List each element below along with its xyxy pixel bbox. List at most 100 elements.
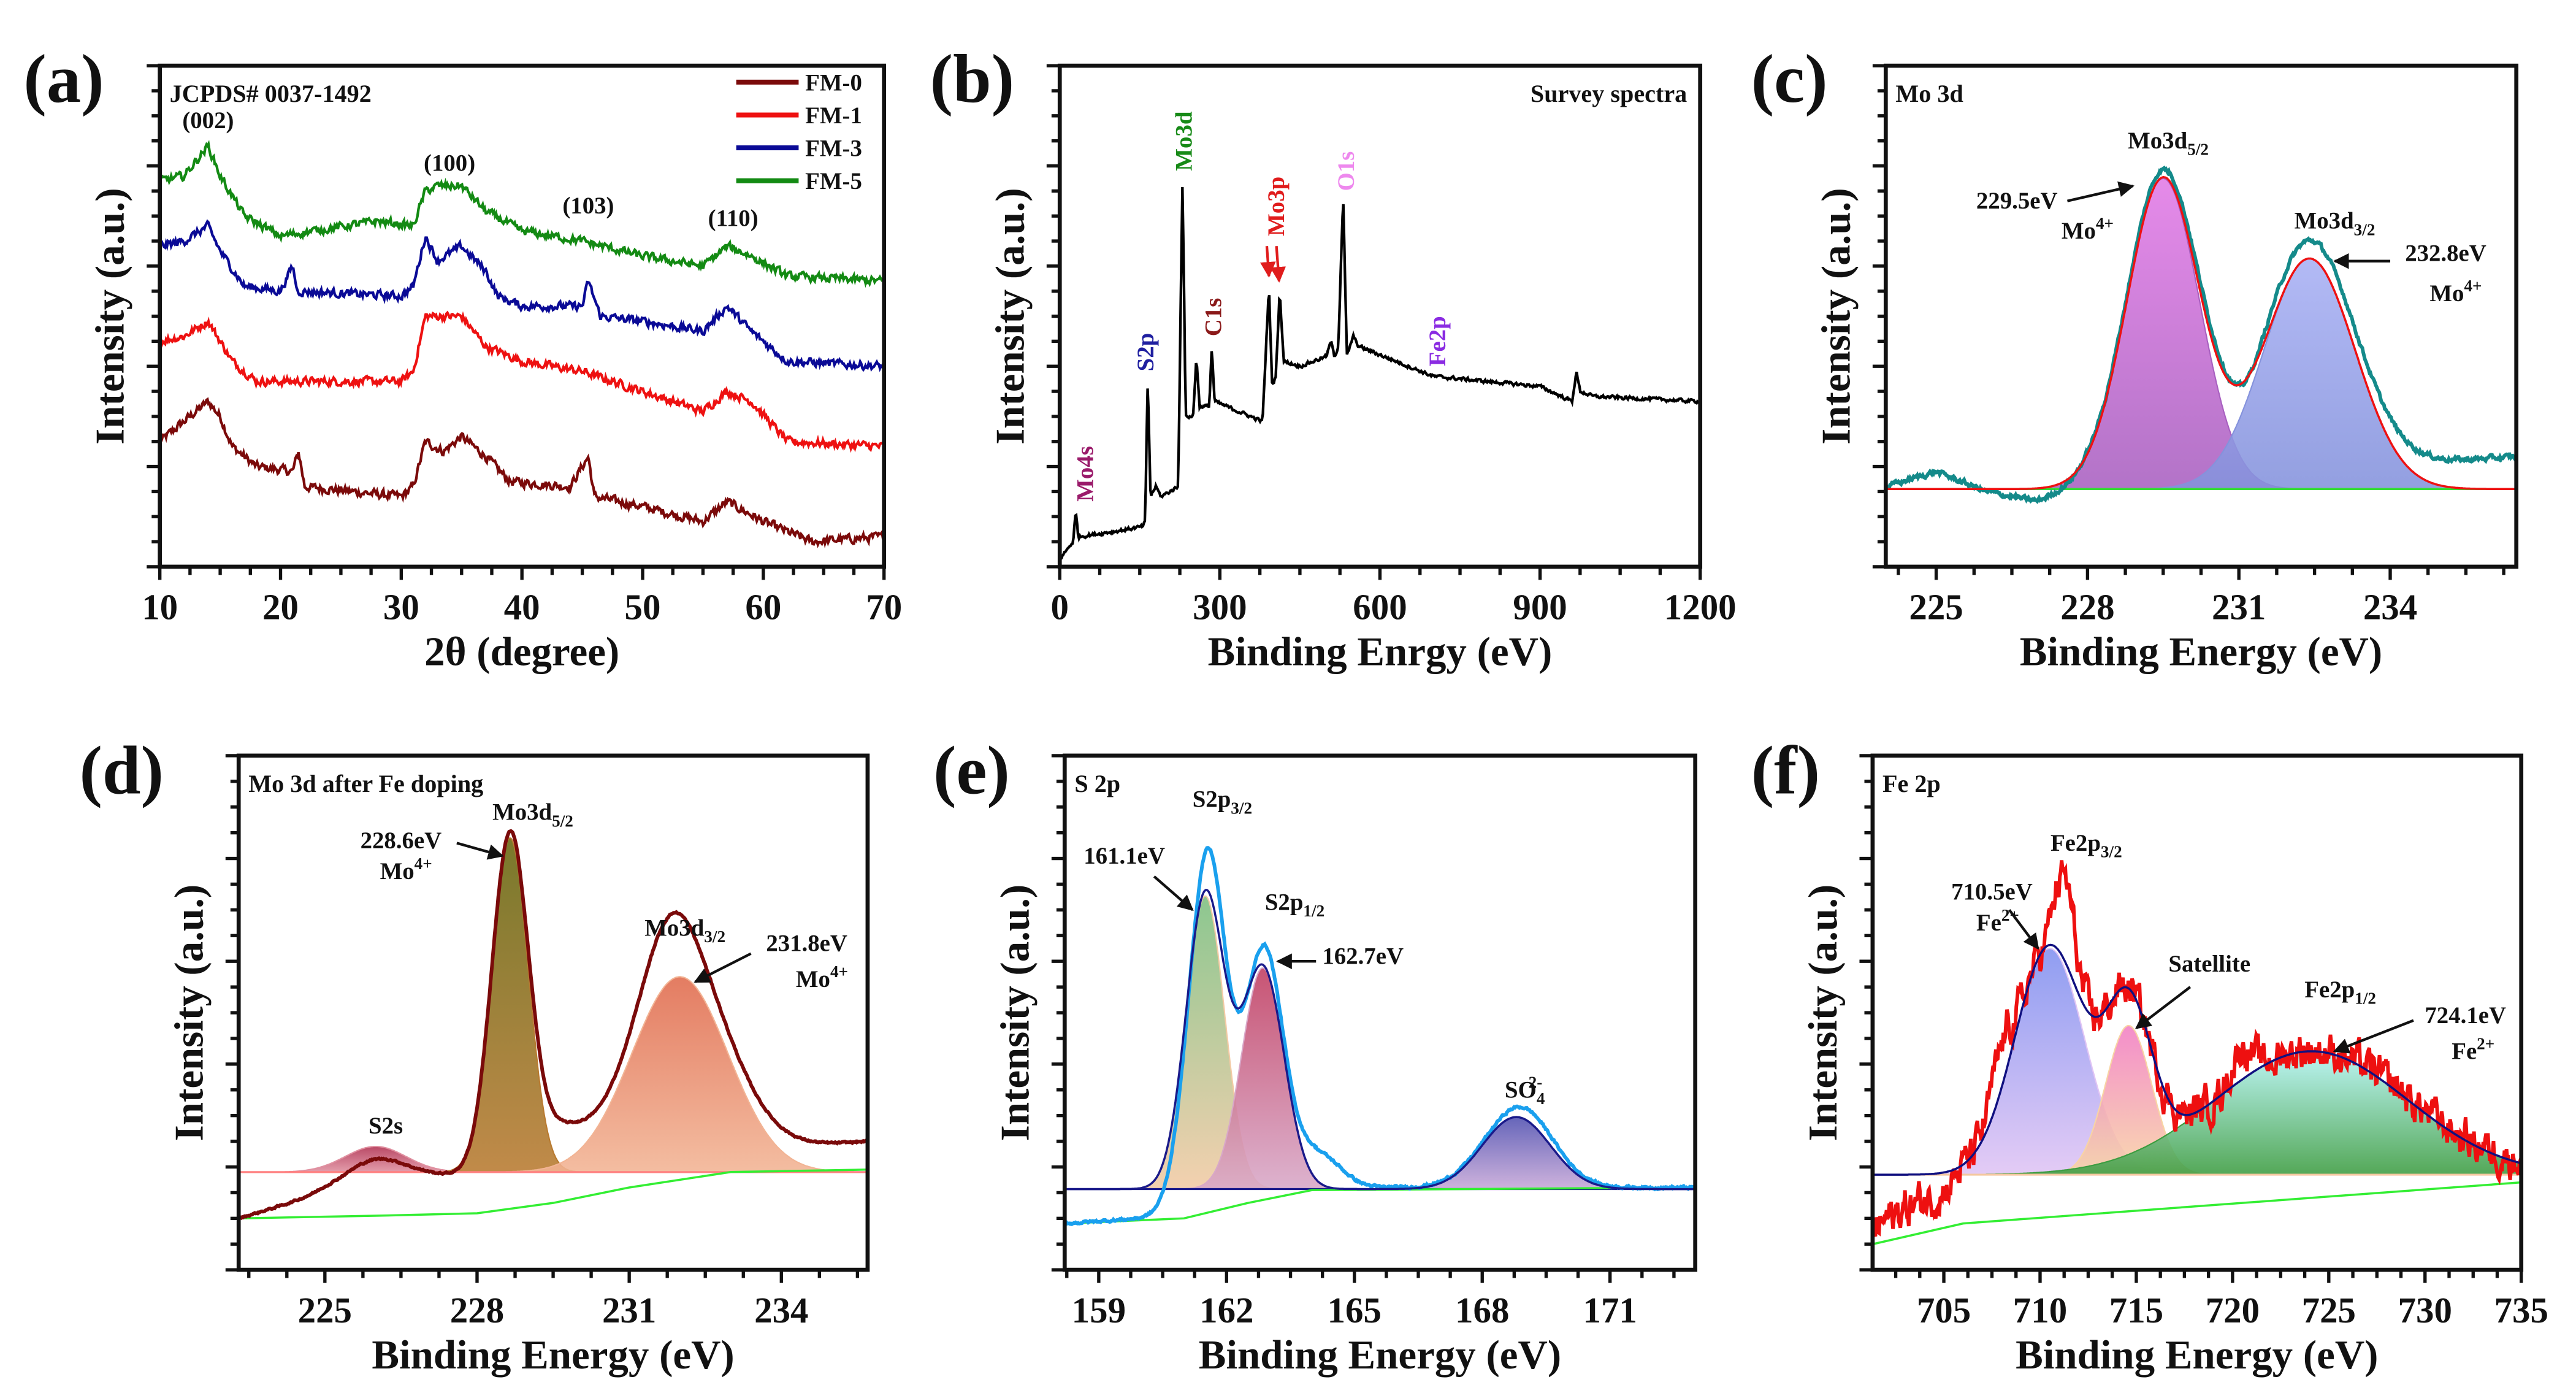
- svg-text:S2s: S2s: [369, 1113, 403, 1139]
- series-fm-0: [159, 397, 884, 548]
- annotation: SO42-: [1505, 1073, 1545, 1108]
- plot-frame: [236, 753, 870, 1272]
- chart-title: Fe 2p: [1882, 770, 1941, 797]
- component-peak: [1064, 967, 1695, 1190]
- arrow-icon: [2333, 1019, 2414, 1054]
- svg-text:162.7eV: 162.7eV: [1322, 943, 1404, 969]
- svg-text:Fe2p3/2: Fe2p3/2: [2050, 830, 2122, 861]
- raw-spectrum: [1886, 165, 2517, 504]
- plot-area: [1064, 846, 1695, 1227]
- fit-envelope: [1886, 175, 2517, 491]
- annotation: 232.8eV: [2333, 240, 2486, 269]
- x-tick-label: 231: [602, 1291, 656, 1330]
- svg-text:Satellite: Satellite: [2168, 951, 2250, 977]
- x-tick-label: 735: [2494, 1291, 2548, 1330]
- component-peak: [239, 837, 868, 1173]
- arrow-icon: [2067, 181, 2135, 202]
- panel-label: (d): [79, 733, 163, 809]
- legend-label: FM-1: [805, 102, 862, 129]
- svg-text:S2p: S2p: [1133, 333, 1159, 372]
- svg-text:232.8eV: 232.8eV: [2405, 240, 2486, 267]
- arrow-icon: [694, 952, 752, 983]
- series-fm-5: [159, 140, 884, 288]
- svg-text:Fe2+: Fe2+: [2452, 1034, 2494, 1064]
- annotation: Mo3d3/2: [644, 915, 725, 946]
- plot-frame: [1057, 63, 1703, 569]
- svg-text:Fe2p1/2: Fe2p1/2: [2304, 977, 2376, 1008]
- plot-frame: [1062, 753, 1698, 1272]
- plot-frame: [158, 63, 887, 569]
- x-tick-label: 705: [1917, 1291, 1971, 1330]
- annotation: Mo4s: [1072, 446, 1098, 502]
- panel-label: (c): [1751, 41, 1828, 117]
- annotation: 162.7eV: [1276, 943, 1404, 969]
- annotation: Fe2+: [2452, 1034, 2494, 1064]
- background-line: [239, 1169, 868, 1220]
- chart-title: JCPDS# 0037-1492: [170, 80, 372, 107]
- annotation: Mo3d3/2: [2295, 208, 2375, 239]
- annotation: Mo4+: [796, 962, 848, 992]
- annotation: Fe2p1/2: [2304, 977, 2376, 1008]
- annotation: 710.5eV: [1951, 879, 2039, 950]
- annotation: S2s: [369, 1113, 403, 1139]
- y-axis-label: Intensity (a.u.): [992, 885, 1038, 1141]
- component-peak: [239, 976, 868, 1173]
- x-axis-label: Binding Enrgy (eV): [1208, 629, 1553, 675]
- svg-text:Mo3d3/2: Mo3d3/2: [644, 915, 725, 946]
- annotation: 229.5eV: [1976, 181, 2135, 214]
- background-line: [1064, 1186, 1695, 1225]
- svg-text:Mo3d3/2: Mo3d3/2: [2295, 208, 2375, 239]
- x-tick-label: 715: [2109, 1291, 2163, 1330]
- x-tick-label: 730: [2398, 1291, 2452, 1330]
- svg-text:(110): (110): [708, 205, 759, 232]
- annotation: (110): [708, 205, 759, 232]
- arrow-icon: [1270, 246, 1286, 283]
- svg-text:Fe2p: Fe2p: [1424, 316, 1451, 366]
- x-tick-label: 171: [1583, 1291, 1637, 1330]
- x-tick-label: 162: [1199, 1291, 1253, 1330]
- x-axis-label: 2θ (degree): [424, 629, 619, 675]
- svg-text:710.5eV: 710.5eV: [1951, 879, 2033, 905]
- annotation: Mo3d: [1171, 111, 1197, 171]
- panel-e: 159 162 165 168 171 Binding Energy (eV) Intens…: [933, 733, 1698, 1378]
- panel-d: 225 228 231 234 Binding Energy (eV) Intensity…: [79, 733, 870, 1378]
- svg-text:231.8eV: 231.8eV: [766, 930, 847, 956]
- x-tick-label: 159: [1072, 1291, 1126, 1330]
- arrow-icon: [2008, 909, 2039, 950]
- svg-text:724.1eV: 724.1eV: [2425, 1002, 2506, 1029]
- raw-spectrum: [239, 829, 868, 1221]
- series-fm-3: [159, 219, 884, 372]
- legend-label: FM-5: [805, 168, 862, 194]
- svg-text:Mo4+: Mo4+: [380, 854, 432, 885]
- annotation: Mo4+: [2429, 277, 2482, 307]
- x-tick-label: 725: [2302, 1291, 2356, 1330]
- plot-area: [1060, 186, 1700, 561]
- component-peak: [1064, 895, 1695, 1190]
- x-tick-label: 20: [262, 588, 299, 627]
- chart-title: Survey spectra: [1531, 80, 1687, 107]
- svg-text:161.1eV: 161.1eV: [1084, 843, 1165, 869]
- background-line: [1872, 1181, 2521, 1246]
- annotation: Mo3d5/2: [492, 799, 573, 831]
- svg-text:S2p1/2: S2p1/2: [1265, 889, 1324, 920]
- x-tick-label: 165: [1328, 1291, 1382, 1330]
- series-survey: [1060, 186, 1700, 561]
- x-tick-label: 70: [866, 588, 902, 627]
- annotation: S2p3/2: [1193, 786, 1252, 818]
- x-tick-label: 720: [2206, 1291, 2260, 1330]
- annotation: S2p1/2: [1265, 889, 1324, 920]
- annotation: (103): [562, 193, 614, 219]
- x-tick-label: 40: [504, 588, 540, 627]
- x-axis-label: Binding Energy (eV): [2020, 629, 2382, 675]
- raw-spectrum: [1064, 846, 1695, 1227]
- chart-title: Mo 3d: [1895, 80, 1963, 107]
- panel-label: (a): [23, 41, 104, 117]
- annotation: C1s: [1200, 298, 1226, 337]
- x-tick-label: 30: [383, 588, 419, 627]
- x-tick-label: 0: [1051, 588, 1069, 627]
- legend-label: FM-0: [805, 69, 862, 96]
- y-axis-label: Intensity (a.u.): [1813, 188, 1859, 444]
- y-axis-label: Intensity (a.u.): [88, 188, 133, 444]
- arrow-icon: [1153, 875, 1194, 911]
